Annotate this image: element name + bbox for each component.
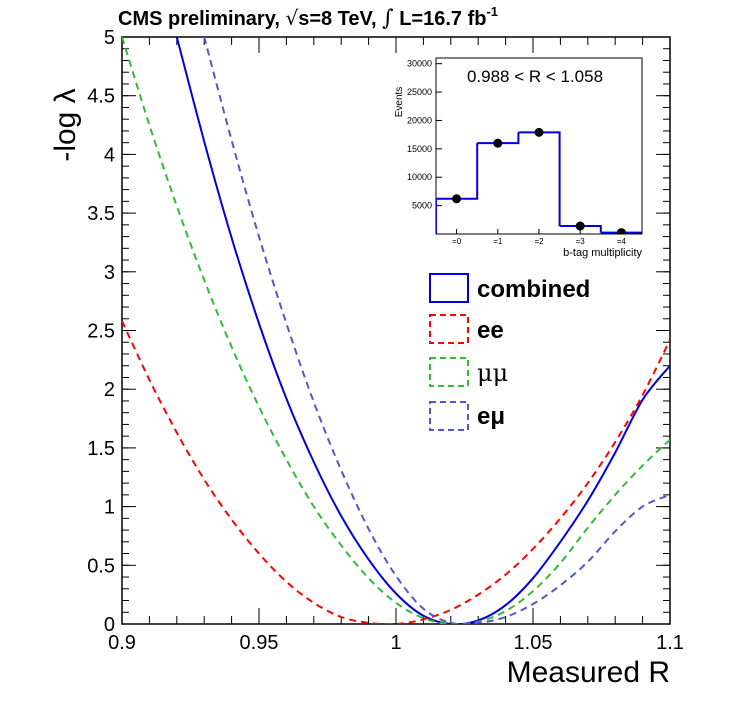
legend-swatch-mumu xyxy=(429,357,469,387)
legend-label-mumu: μμ xyxy=(477,359,508,387)
series-line-emu xyxy=(203,37,670,624)
inset-x-label: b-tag multiplicity xyxy=(563,247,642,259)
x-axis-label: Measured R xyxy=(507,656,670,689)
inset-annotation: 0.988 < R < 1.058 xyxy=(467,67,603,86)
legend-swatch-combined xyxy=(429,273,469,303)
inset-y-label: Events xyxy=(394,87,405,118)
inset-data-point-2 xyxy=(534,127,544,137)
inset-y-tick-label: 20000 xyxy=(407,115,432,125)
inset-y-tick-label: 25000 xyxy=(407,87,432,97)
y-tick-label: 0.5 xyxy=(87,555,115,577)
integral-symbol: ∫ xyxy=(382,6,394,31)
legend-label-combined: combined xyxy=(477,276,590,303)
title-sqrt-s: s=8 TeV, xyxy=(298,8,382,30)
inset-axes: 5000 10000 15000 20000 25000 30000 =0 =1 =2 =3 =4 xyxy=(407,59,627,246)
x-tick-label: 1 xyxy=(390,632,401,654)
inset-x-tick-label: =1 xyxy=(493,237,503,246)
x-tick-label: 1.1 xyxy=(656,632,684,654)
inset-data-point-0 xyxy=(452,194,462,204)
legend-entry-ee: ee xyxy=(429,314,504,344)
legend: combined ee μμ eμ xyxy=(429,273,590,431)
sqrt-symbol: √ xyxy=(285,6,298,30)
title-prefix: CMS preliminary, xyxy=(118,8,285,30)
inset-bar-2 xyxy=(518,131,561,227)
inset-frame xyxy=(435,57,643,235)
main-axes: 0 0.5 1 1.5 2 2.5 3 3.5 4 4.5 5 0.9 0.95 1 1.05 1.1 xyxy=(87,27,684,654)
y-axis-label: -log λ xyxy=(49,88,82,161)
inset-bar-1 xyxy=(477,132,520,145)
legend-entry-combined: combined xyxy=(429,273,590,303)
x-tick-label: 0.95 xyxy=(240,632,279,654)
x-tick-label: 0.9 xyxy=(108,632,136,654)
inset-y-tick-label: 10000 xyxy=(407,172,432,182)
y-tick-label: 3 xyxy=(104,262,115,284)
y-tick-label: 4.5 xyxy=(87,86,115,108)
y-tick-label: 2 xyxy=(104,379,115,401)
inset-data-point-1 xyxy=(493,138,503,148)
y-tick-label: 2.5 xyxy=(87,321,115,343)
inset-data-point-3 xyxy=(575,221,585,231)
inset-y-tick-label: 5000 xyxy=(412,201,432,211)
legend-swatch-emu xyxy=(429,401,469,431)
legend-label-ee: ee xyxy=(477,317,504,344)
legend-swatch-ee xyxy=(429,314,469,344)
y-tick-label: 4 xyxy=(104,144,115,166)
inset-bar-3 xyxy=(559,225,602,233)
y-tick-label: 5 xyxy=(104,27,115,49)
series-line-ee xyxy=(122,320,670,624)
series-line-combined xyxy=(175,37,670,624)
x-tick-label: 1.05 xyxy=(514,632,553,654)
y-tick-label: 3.5 xyxy=(87,203,115,225)
title-lumi-exponent: -1 xyxy=(486,4,498,19)
inset-x-tick-label: =3 xyxy=(576,237,586,246)
inset-x-tick-label: =0 xyxy=(452,237,462,246)
y-tick-label: 0 xyxy=(104,614,115,636)
inset-bar-4 xyxy=(600,231,642,234)
title-lumi: L=16.7 fb xyxy=(394,8,487,30)
likelihood-curves xyxy=(122,37,670,624)
inset-data-point-4 xyxy=(616,228,626,234)
chart-title: CMS preliminary, √s=8 TeV, ∫ L=16.7 fb-1 xyxy=(118,4,498,31)
inset-x-tick-label: =2 xyxy=(534,237,544,246)
inset-marks xyxy=(436,127,642,234)
y-tick-label: 1.5 xyxy=(87,438,115,460)
inset-x-tick-label: =4 xyxy=(617,237,627,246)
inset-y-tick-label: 30000 xyxy=(407,59,432,69)
y-tick-label: 1 xyxy=(104,497,115,519)
legend-label-emu: eμ xyxy=(477,403,505,430)
series-line-mumu xyxy=(122,37,670,624)
legend-entry-emu: eμ xyxy=(429,401,505,431)
legend-entry-mumu: μμ xyxy=(429,357,508,387)
inset-y-tick-label: 15000 xyxy=(407,144,432,154)
